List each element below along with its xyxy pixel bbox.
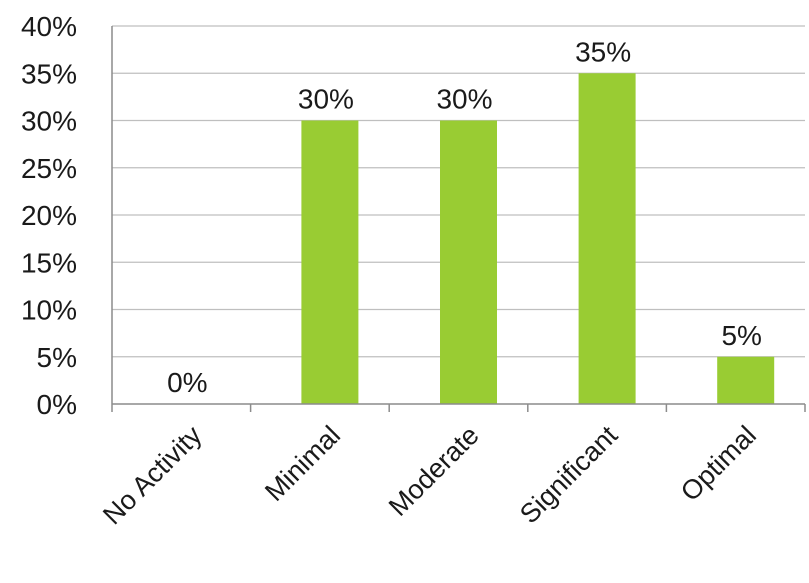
y-tick-label: 35% — [21, 58, 77, 89]
data-label: 35% — [575, 36, 631, 67]
category-label: No Activity — [97, 420, 208, 531]
bar-minimal — [301, 120, 359, 404]
category-label: Minimal — [259, 420, 346, 507]
data-label: 5% — [721, 320, 761, 351]
data-label: 30% — [436, 84, 492, 115]
data-labels: 0% 30% 30% 35% 5% — [167, 36, 762, 398]
y-tick-label: 30% — [21, 106, 77, 137]
data-label: 30% — [298, 84, 354, 115]
y-tick-label: 10% — [21, 295, 77, 326]
data-label: 0% — [167, 367, 207, 398]
y-tick-labels: 0% 5% 10% 15% 20% 25% 30% 35% 40% — [21, 11, 77, 420]
category-labels: No Activity Minimal Moderate Significant Opt… — [97, 420, 762, 531]
y-tick-label: 0% — [37, 389, 77, 420]
axes — [111, 26, 806, 412]
y-tick-label: 15% — [21, 247, 77, 278]
category-label: Moderate — [383, 420, 485, 522]
bar-moderate — [440, 120, 497, 404]
y-tick-label: 40% — [21, 11, 77, 42]
bar-optimal — [717, 356, 775, 404]
category-label: Optimal — [675, 420, 762, 507]
bars — [301, 73, 775, 404]
y-tick-label: 5% — [37, 342, 77, 373]
y-tick-label: 20% — [21, 200, 77, 231]
category-label: Significant — [514, 420, 624, 530]
y-tick-label: 25% — [21, 153, 77, 184]
bar-significant — [578, 73, 636, 404]
